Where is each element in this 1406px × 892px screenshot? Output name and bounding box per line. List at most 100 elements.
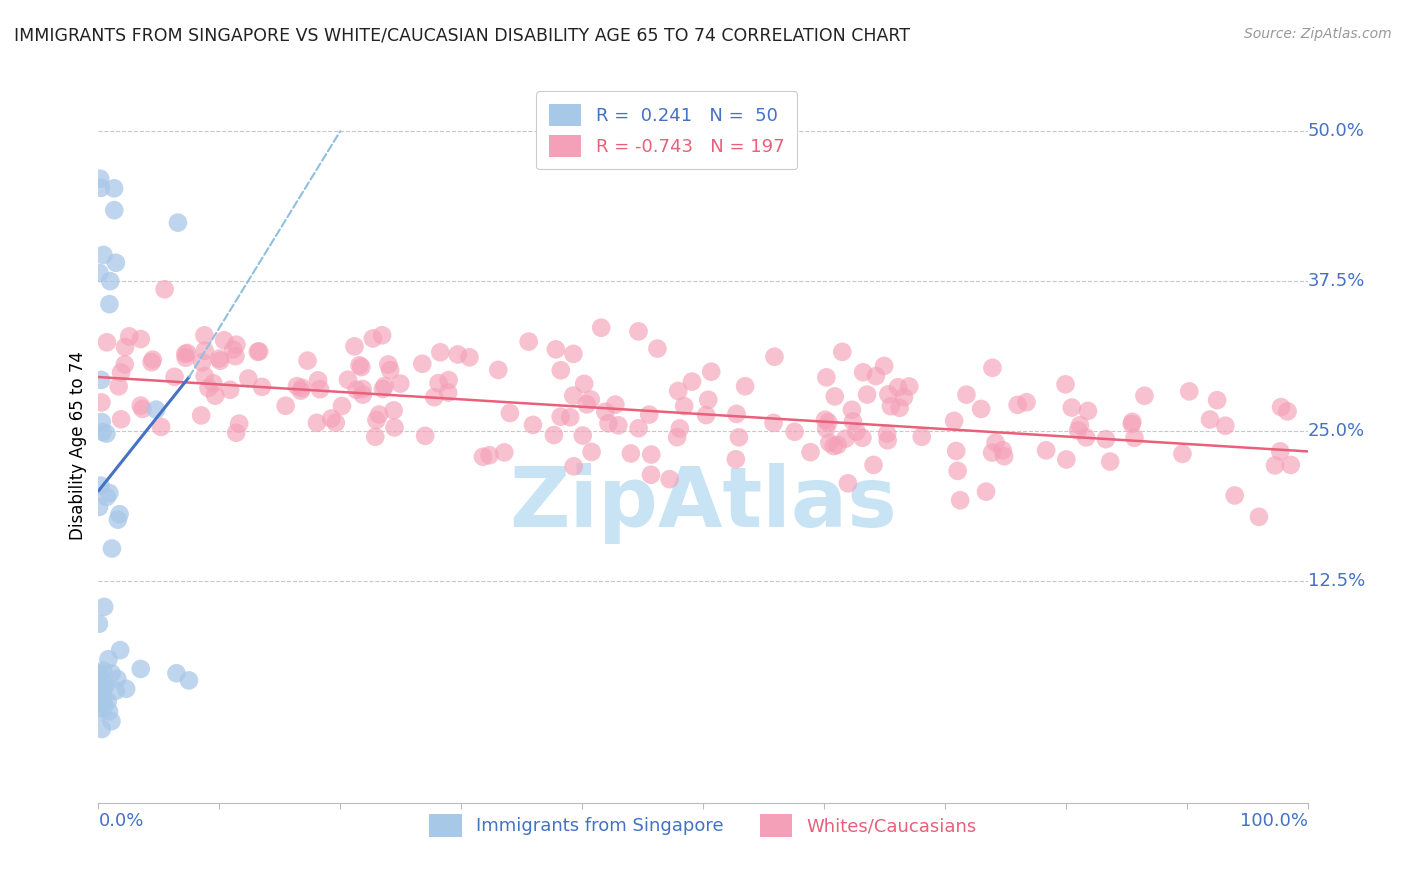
Point [309,382,332,396]
Point [247,344,270,359]
Point [91,683,114,698]
Point [824,389,846,403]
Point [105,672,128,686]
Point [380,363,402,377]
Point [673,399,696,413]
Point [103,203,125,218]
Point [700,365,723,379]
Point [87,666,110,681]
Point [817,415,839,429]
Point [194,368,217,383]
Point [1123,431,1146,445]
Point [943,414,966,428]
Point [550,409,572,424]
Point [1077,404,1099,418]
Point [90,373,112,387]
Point [640,467,662,482]
Point [336,373,359,387]
Point [141,355,163,369]
Point [285,379,308,393]
Point [898,379,921,393]
Point [209,353,232,368]
Point [307,373,329,387]
Point [107,513,129,527]
Point [90,722,112,736]
Point [352,382,374,396]
Point [94,679,117,693]
Text: ZipAtlas: ZipAtlas [509,463,897,543]
Point [517,334,540,349]
Point [177,673,200,688]
Point [89,266,111,280]
Point [89,687,111,701]
Point [87,616,110,631]
Point [87,667,110,681]
Point [818,435,841,450]
Point [212,333,235,347]
Point [605,398,627,412]
Point [101,541,124,556]
Point [571,428,593,442]
Point [91,664,114,678]
Point [993,449,1015,463]
Point [437,385,460,400]
Point [880,399,903,413]
Point [96,335,118,350]
Point [349,358,371,372]
Point [93,676,115,690]
Point [330,399,353,413]
Point [100,714,122,729]
Point [93,701,115,715]
Point [107,379,129,393]
Point [550,363,572,377]
Point [620,446,643,460]
Point [382,403,405,417]
Point [1247,509,1270,524]
Point [364,430,387,444]
Point [876,434,898,448]
Point [98,274,121,288]
Point [131,401,153,416]
Point [366,413,388,427]
Point [562,459,585,474]
Point [837,476,859,491]
Point [1007,398,1029,412]
Point [1067,424,1090,438]
Point [946,464,969,478]
Point [108,507,131,521]
Point [562,388,585,402]
Text: 25.0%: 25.0% [1308,422,1365,440]
Point [799,445,821,459]
Point [845,425,868,439]
Point [1035,443,1057,458]
Point [321,411,343,425]
Text: 37.5%: 37.5% [1308,272,1365,290]
Point [544,343,567,357]
Point [1121,417,1143,431]
Point [499,406,522,420]
Point [458,351,481,365]
Point [543,428,565,442]
Point [591,320,613,334]
Point [984,435,1007,450]
Point [191,355,214,369]
Point [225,425,247,440]
Point [991,443,1014,458]
Point [427,376,450,390]
Point [129,332,152,346]
Point [389,376,412,391]
Point [862,458,884,472]
Point [1095,432,1118,446]
Point [193,328,215,343]
Text: 50.0%: 50.0% [1308,122,1364,140]
Point [647,342,669,356]
Point [876,426,898,441]
Point [834,432,856,446]
Point [841,402,863,417]
Point [1121,415,1143,429]
Point [371,382,394,396]
Point [104,256,127,270]
Point [174,347,197,361]
Point [437,373,460,387]
Point [865,369,887,384]
